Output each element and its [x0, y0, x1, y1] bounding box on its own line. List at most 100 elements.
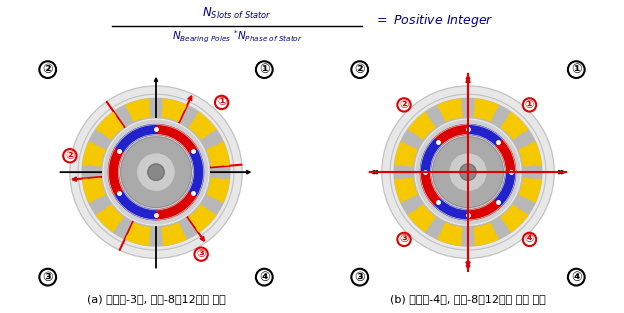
- Text: ①: ①: [217, 97, 227, 107]
- Wedge shape: [156, 191, 197, 220]
- Wedge shape: [434, 158, 451, 186]
- Text: ③: ③: [354, 271, 365, 284]
- Wedge shape: [519, 144, 537, 166]
- Wedge shape: [475, 99, 498, 109]
- Circle shape: [450, 154, 486, 190]
- Wedge shape: [509, 113, 527, 132]
- Text: $N_{Slots\ of\ Stator}$: $N_{Slots\ of\ Stator}$: [202, 6, 272, 22]
- Wedge shape: [207, 144, 225, 166]
- Wedge shape: [501, 116, 524, 139]
- Wedge shape: [454, 189, 482, 206]
- Text: ④: ④: [525, 234, 534, 244]
- Wedge shape: [509, 213, 527, 232]
- Circle shape: [394, 98, 542, 246]
- Wedge shape: [109, 148, 124, 196]
- Wedge shape: [440, 103, 462, 121]
- Circle shape: [103, 119, 209, 225]
- Circle shape: [70, 86, 242, 258]
- Circle shape: [432, 137, 504, 208]
- Circle shape: [148, 164, 164, 180]
- Circle shape: [460, 164, 476, 180]
- Wedge shape: [474, 223, 496, 241]
- Wedge shape: [207, 178, 225, 200]
- Circle shape: [450, 154, 486, 190]
- Wedge shape: [399, 144, 417, 166]
- Wedge shape: [188, 148, 203, 196]
- Wedge shape: [474, 103, 496, 121]
- Wedge shape: [395, 179, 405, 202]
- Wedge shape: [87, 178, 105, 200]
- Text: ①: ①: [571, 63, 582, 76]
- Wedge shape: [485, 158, 502, 186]
- Circle shape: [103, 119, 209, 225]
- Wedge shape: [115, 125, 156, 153]
- Text: ④: ④: [571, 271, 582, 284]
- Wedge shape: [126, 139, 158, 164]
- Wedge shape: [156, 125, 197, 153]
- Wedge shape: [399, 178, 417, 200]
- Text: $N_{Bearing\ Poles}\ ^{*}N_{Phase\ of\ Stator}$: $N_{Bearing\ Poles}\ ^{*}N_{Phase\ of\ S…: [172, 29, 303, 45]
- Wedge shape: [434, 125, 468, 146]
- Circle shape: [138, 154, 174, 190]
- Wedge shape: [421, 172, 441, 206]
- Wedge shape: [126, 99, 149, 109]
- Wedge shape: [189, 205, 212, 228]
- Wedge shape: [501, 205, 524, 228]
- Wedge shape: [172, 154, 190, 191]
- Circle shape: [138, 154, 174, 190]
- Wedge shape: [163, 235, 186, 245]
- Wedge shape: [440, 223, 462, 241]
- Text: ②: ②: [354, 63, 365, 76]
- Circle shape: [104, 121, 208, 224]
- Wedge shape: [162, 103, 184, 121]
- Wedge shape: [454, 139, 482, 156]
- Text: ①: ①: [525, 100, 534, 110]
- Wedge shape: [409, 213, 427, 232]
- Wedge shape: [126, 235, 149, 245]
- Wedge shape: [395, 142, 405, 165]
- Text: ③: ③: [197, 249, 206, 259]
- Wedge shape: [421, 139, 441, 172]
- Wedge shape: [434, 199, 468, 220]
- Wedge shape: [438, 235, 461, 245]
- Wedge shape: [162, 223, 184, 241]
- Text: (b) 베어링-4극, 모터-8극12슬롯 형상 구조: (b) 베어링-4극, 모터-8극12슬롯 형상 구조: [390, 294, 546, 304]
- Wedge shape: [97, 113, 115, 132]
- Wedge shape: [115, 191, 156, 220]
- Wedge shape: [409, 113, 427, 132]
- Wedge shape: [412, 116, 435, 139]
- Text: ③: ③: [399, 234, 409, 244]
- Wedge shape: [197, 113, 215, 132]
- Wedge shape: [128, 223, 150, 241]
- Text: (a) 베어링-3극, 모터-8극12슬롯 구조: (a) 베어링-3극, 모터-8극12슬롯 구조: [87, 294, 225, 304]
- Text: ③: ③: [42, 271, 53, 284]
- Wedge shape: [197, 213, 215, 232]
- Wedge shape: [83, 179, 93, 202]
- Text: ④: ④: [259, 271, 270, 284]
- Wedge shape: [83, 142, 93, 165]
- Circle shape: [416, 121, 520, 224]
- Wedge shape: [468, 199, 502, 220]
- Wedge shape: [438, 99, 461, 109]
- Wedge shape: [519, 178, 537, 200]
- Text: $=\ Positive\ Integer$: $=\ Positive\ Integer$: [374, 12, 494, 29]
- Wedge shape: [163, 99, 186, 109]
- Text: ①: ①: [259, 63, 270, 76]
- Wedge shape: [531, 179, 541, 202]
- Wedge shape: [468, 125, 502, 146]
- Wedge shape: [100, 205, 123, 228]
- Wedge shape: [128, 103, 150, 121]
- Wedge shape: [495, 139, 515, 172]
- Wedge shape: [87, 144, 105, 166]
- Wedge shape: [531, 142, 541, 165]
- Wedge shape: [412, 205, 435, 228]
- Circle shape: [415, 119, 521, 225]
- Circle shape: [120, 137, 192, 208]
- Circle shape: [415, 119, 521, 225]
- Wedge shape: [100, 116, 123, 139]
- Circle shape: [382, 86, 554, 258]
- Text: ②: ②: [65, 151, 74, 161]
- Wedge shape: [97, 213, 115, 232]
- Text: ②: ②: [399, 100, 409, 110]
- Circle shape: [82, 98, 230, 246]
